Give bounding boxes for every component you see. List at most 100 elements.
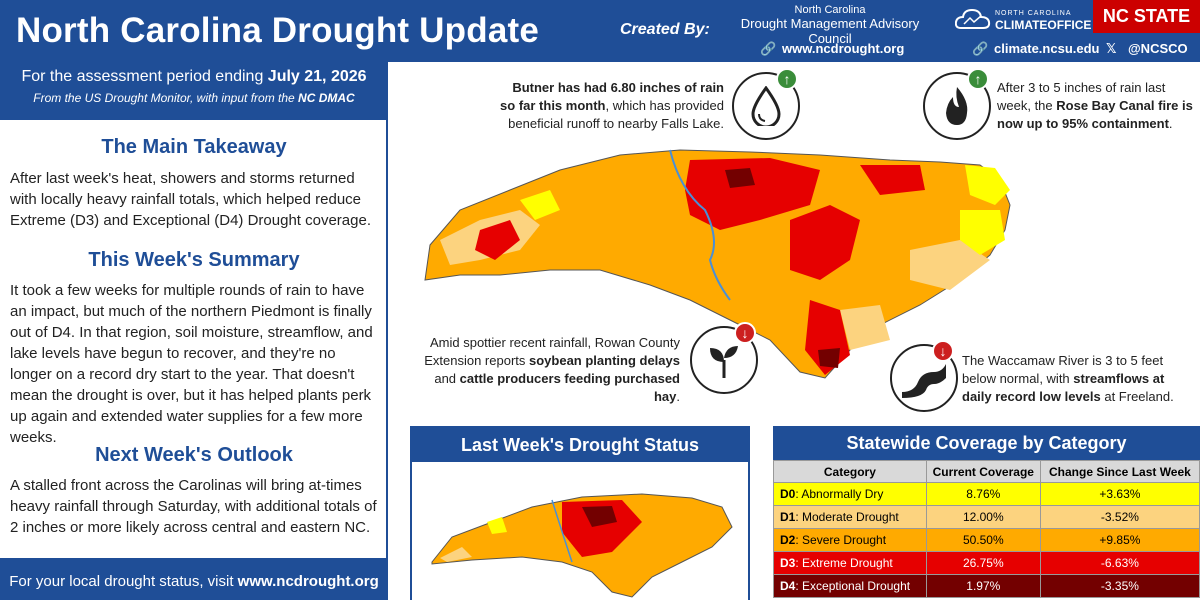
coverage-panel: Statewide Coverage by Category Category … [773,426,1200,600]
wacc-post: at Freeland. [1100,389,1174,404]
d0-region-east [960,210,1005,255]
link-icon: 🔗 [972,41,989,56]
current-coverage-cell: 26.75% [925,551,1041,575]
d3-region-north [685,158,820,230]
rowan-callout: Amid spottier recent rainfall, Rowan Cou… [422,334,680,406]
climate-link-text: climate.ncsu.edu [994,41,1100,56]
d3-region-ne [860,165,925,195]
table-row: D3: Extreme Drought 26.75% -6.63% [773,551,1200,575]
butner-rest: , which has provided beneficial runoff t… [508,98,724,131]
current-coverage-cell: 50.50% [925,528,1041,552]
assessment-date: July 21, 2026 [267,68,367,85]
drought-map-current [424,149,1011,379]
d1-region-east [910,240,990,290]
droplet-icon [751,86,781,126]
dmac-org: North Carolina Drought Management Adviso… [740,4,920,47]
wacc-bold: streamflows at daily record low levels [962,371,1165,404]
rowan-post: . [676,389,680,404]
ncdrought-link-text: www.ncdrought.org [782,41,905,56]
rowan-pre: Amid spottier recent rainfall, Rowan Cou… [424,335,680,368]
rowan-bold1: soybean planting delays [529,353,680,368]
current-coverage-cell: 1.97% [925,574,1041,598]
arrow-up-icon: ↑ [967,68,989,90]
lw-d0-region [487,517,507,534]
footer-prefix: For your local drought status, visit [9,573,238,590]
summary-heading: This Week's Summary [88,249,300,271]
river-line [669,149,731,301]
fire-callout: After 3 to 5 inches of rain last week, t… [997,79,1197,133]
plant-icon [710,346,738,378]
butner-callout: Butner has had 6.80 inches of rain so fa… [498,79,724,133]
d3-region-west [475,220,520,260]
waccamaw-callout: The Waccamaw River is 3 to 5 feet below … [962,352,1192,406]
category-cell: D3: Extreme Drought [773,551,927,575]
twitter-handle: @NCSCO [1128,41,1188,56]
summary-text: It took a few weeks for multiple rounds … [10,282,373,446]
ncdrought-link[interactable]: 🔗 www.ncdrought.org [760,41,904,57]
summary-panel: The Main Takeaway After last week's heat… [0,120,388,558]
footer-link[interactable]: www.ncdrought.org [237,573,379,590]
takeaway-heading: The Main Takeaway [101,136,287,158]
change-cell: +3.63% [1039,482,1200,506]
outlook-heading: Next Week's Outlook [95,444,293,466]
category-cell: D0: Abnormally Dry [773,482,927,506]
category-name: : Severe Drought [795,533,887,547]
wacc-pre: The Waccamaw River is 3 to 5 feet below … [962,353,1164,386]
cco-line2: CLIMATEOFFICE [995,18,1092,32]
category-cell: D4: Exceptional Drought [773,574,927,598]
butner-bold2: far this month [518,98,606,113]
table-row: D2: Severe Drought 50.50% +9.85% [773,528,1200,552]
rowan-mid: and [434,371,460,386]
left-column: For the assessment period ending July 21… [0,62,388,600]
x-logo-icon: 𝕏 [1106,41,1117,56]
takeaway-text: After last week's heat, showers and stor… [10,170,371,229]
climate-link[interactable]: 🔗 climate.ncsu.edu [972,41,1099,57]
table-row: D0: Abnormally Dry 8.76% +3.63% [773,482,1200,506]
assessment-period: For the assessment period ending July 21… [0,66,388,105]
d4-region-south [818,348,840,368]
change-cell: -6.63% [1039,551,1200,575]
change-cell: -3.35% [1039,574,1200,598]
fire-icon [946,87,968,125]
category-name: : Moderate Drought [795,510,899,524]
butner-bold1: Butner has had 6.80 inches of rain so [500,80,724,113]
col-current: Current Coverage [925,460,1041,483]
cco-line1: NORTH CAROLINA [995,10,1072,17]
change-cell: -3.52% [1039,505,1200,529]
d1-region-south [840,305,890,350]
footer-link-text[interactable]: For your local drought status, visit www… [0,573,388,590]
fire-post: . [1168,116,1173,131]
current-coverage-cell: 12.00% [925,505,1041,529]
coverage-header-row: Category Current Coverage Change Since L… [773,460,1200,483]
fire-pre: After 3 to 5 inches of rain last week, t… [997,80,1166,113]
outlook-text: A stalled front across the Carolinas wil… [10,477,377,536]
table-row: D4: Exceptional Drought 1.97% -3.35% [773,574,1200,598]
river-icon [902,364,946,398]
table-row: D1: Moderate Drought 12.00% -3.52% [773,505,1200,529]
assessment-prefix: For the assessment period ending [21,68,268,85]
d4-region-north [725,168,755,188]
last-week-title: Last Week's Drought Status [412,428,748,462]
category-code: D2 [780,533,796,547]
category-code: D0 [780,487,796,501]
last-week-panel: Last Week's Drought Status [410,426,750,600]
category-code: D3 [780,556,796,570]
current-coverage-cell: 8.76% [925,482,1041,506]
category-cell: D1: Moderate Drought [773,505,927,529]
lw-d1-region [440,547,472,562]
category-name: : Extreme Drought [795,556,893,570]
created-by-label: Created By: [620,21,710,38]
col-category: Category [773,460,927,483]
coverage-title: Statewide Coverage by Category [773,426,1200,460]
dmac-state: North Carolina [794,4,866,16]
rowan-bold2: cattle producers feeding purchased hay [459,371,680,404]
category-cell: D2: Severe Drought [773,528,927,552]
arrow-down-icon: ↓ [932,340,954,362]
coverage-table: Category Current Coverage Change Since L… [773,460,1200,598]
twitter-link[interactable]: 𝕏 @NCSCO [1106,41,1188,57]
d0-region-ne [965,165,1010,205]
arrow-down-icon: ↓ [734,322,756,344]
category-name: : Exceptional Drought [795,579,911,593]
lw-d4-region [582,506,617,527]
category-name: : Abnormally Dry [795,487,884,501]
